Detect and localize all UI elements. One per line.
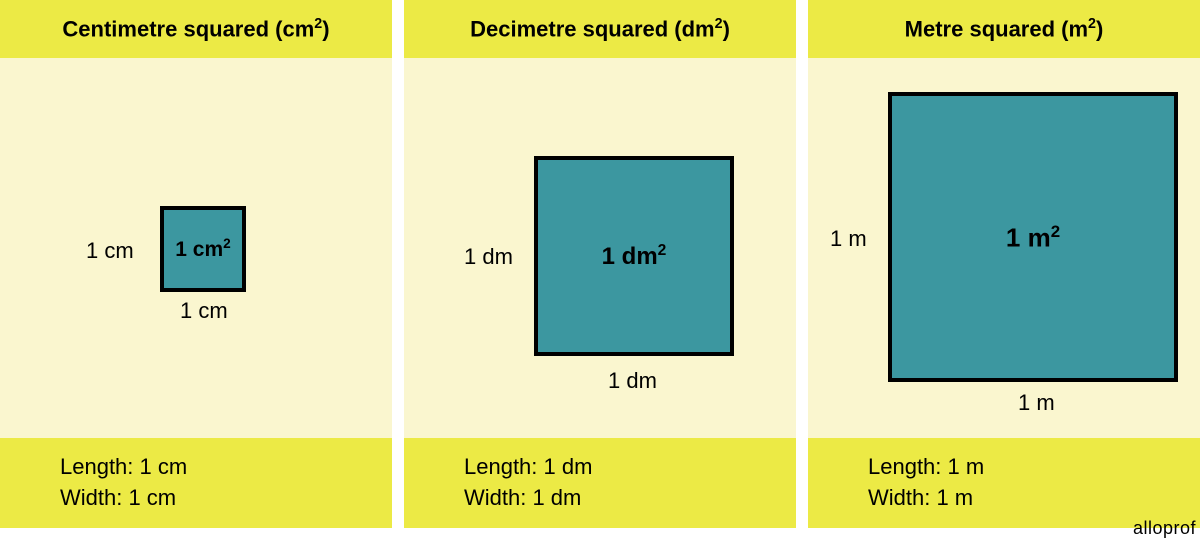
square-dm-label: 1 dm2 <box>602 242 667 271</box>
panel-m-body: 1 m2 1 m 1 m <box>808 58 1200 438</box>
footer-cm-width: Width: 1 cm <box>60 483 392 514</box>
panel-cm-footer: Length: 1 cm Width: 1 cm <box>0 438 392 528</box>
square-m: 1 m2 <box>888 92 1178 382</box>
footer-dm-length: Length: 1 dm <box>464 452 796 483</box>
panel-m-footer: Length: 1 m Width: 1 m <box>808 438 1200 528</box>
panel-cm-body: 1 cm2 1 cm 1 cm <box>0 58 392 438</box>
footer-m-width: Width: 1 m <box>868 483 1200 514</box>
panels-grid: Centimetre squared (cm2) 1 cm2 1 cm 1 cm… <box>0 0 1200 528</box>
footer-m-length: Length: 1 m <box>868 452 1200 483</box>
footer-cm-length: Length: 1 cm <box>60 452 392 483</box>
square-cm: 1 cm2 <box>160 206 246 292</box>
panel-dm-body: 1 dm2 1 dm 1 dm <box>404 58 796 438</box>
square-m-label: 1 m2 <box>1006 222 1060 254</box>
side-label-dm-left: 1 dm <box>464 244 513 270</box>
panel-dm-footer: Length: 1 dm Width: 1 dm <box>404 438 796 528</box>
side-label-cm-bottom: 1 cm <box>180 298 228 324</box>
side-label-m-left: 1 m <box>830 226 867 252</box>
side-label-cm-left: 1 cm <box>86 238 134 264</box>
panel-m-header: Metre squared (m2) <box>808 0 1200 58</box>
panel-dm: Decimetre squared (dm2) 1 dm2 1 dm 1 dm … <box>404 0 796 528</box>
panel-cm-header: Centimetre squared (cm2) <box>0 0 392 58</box>
attribution-text: alloprof <box>1133 518 1196 539</box>
panel-cm: Centimetre squared (cm2) 1 cm2 1 cm 1 cm… <box>0 0 392 528</box>
panel-dm-header: Decimetre squared (dm2) <box>404 0 796 58</box>
square-dm: 1 dm2 <box>534 156 734 356</box>
side-label-m-bottom: 1 m <box>1018 390 1055 416</box>
side-label-dm-bottom: 1 dm <box>608 368 657 394</box>
square-cm-label: 1 cm2 <box>175 236 230 262</box>
footer-dm-width: Width: 1 dm <box>464 483 796 514</box>
panel-m: Metre squared (m2) 1 m2 1 m 1 m Length: … <box>808 0 1200 528</box>
